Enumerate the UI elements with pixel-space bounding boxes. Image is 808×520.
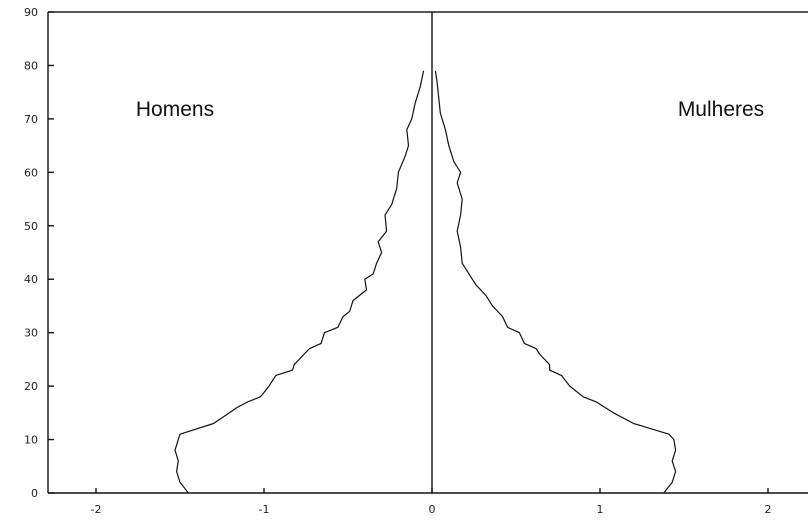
series-line-homens (174, 70, 425, 494)
x-tick-label: -2 (91, 503, 102, 516)
x-axis-ticks: -2 -1 0 1 2 (91, 488, 772, 516)
label-mulheres: Mulheres (678, 98, 764, 121)
y-tick-label: 10 (24, 434, 38, 447)
y-tick-label: 40 (24, 273, 38, 286)
label-homens: Homens (136, 98, 214, 121)
x-tick-label: -1 (259, 503, 270, 516)
y-axis-ticks: 0 10 20 30 40 50 60 70 80 90 (24, 6, 54, 500)
y-tick-label: 80 (24, 59, 38, 72)
y-tick-label: 30 (24, 327, 38, 340)
y-tick-label: 50 (24, 220, 38, 233)
x-tick-label: 0 (429, 503, 436, 516)
y-tick-label: 90 (24, 6, 38, 19)
x-tick-label: 2 (765, 503, 772, 516)
series-layer (174, 70, 677, 494)
y-tick-label: 0 (31, 487, 38, 500)
y-tick-label: 70 (24, 113, 38, 126)
y-tick-label: 60 (24, 166, 38, 179)
x-tick-label: 1 (597, 503, 604, 516)
y-tick-label: 20 (24, 380, 38, 393)
series-line-mulheres (434, 70, 677, 494)
